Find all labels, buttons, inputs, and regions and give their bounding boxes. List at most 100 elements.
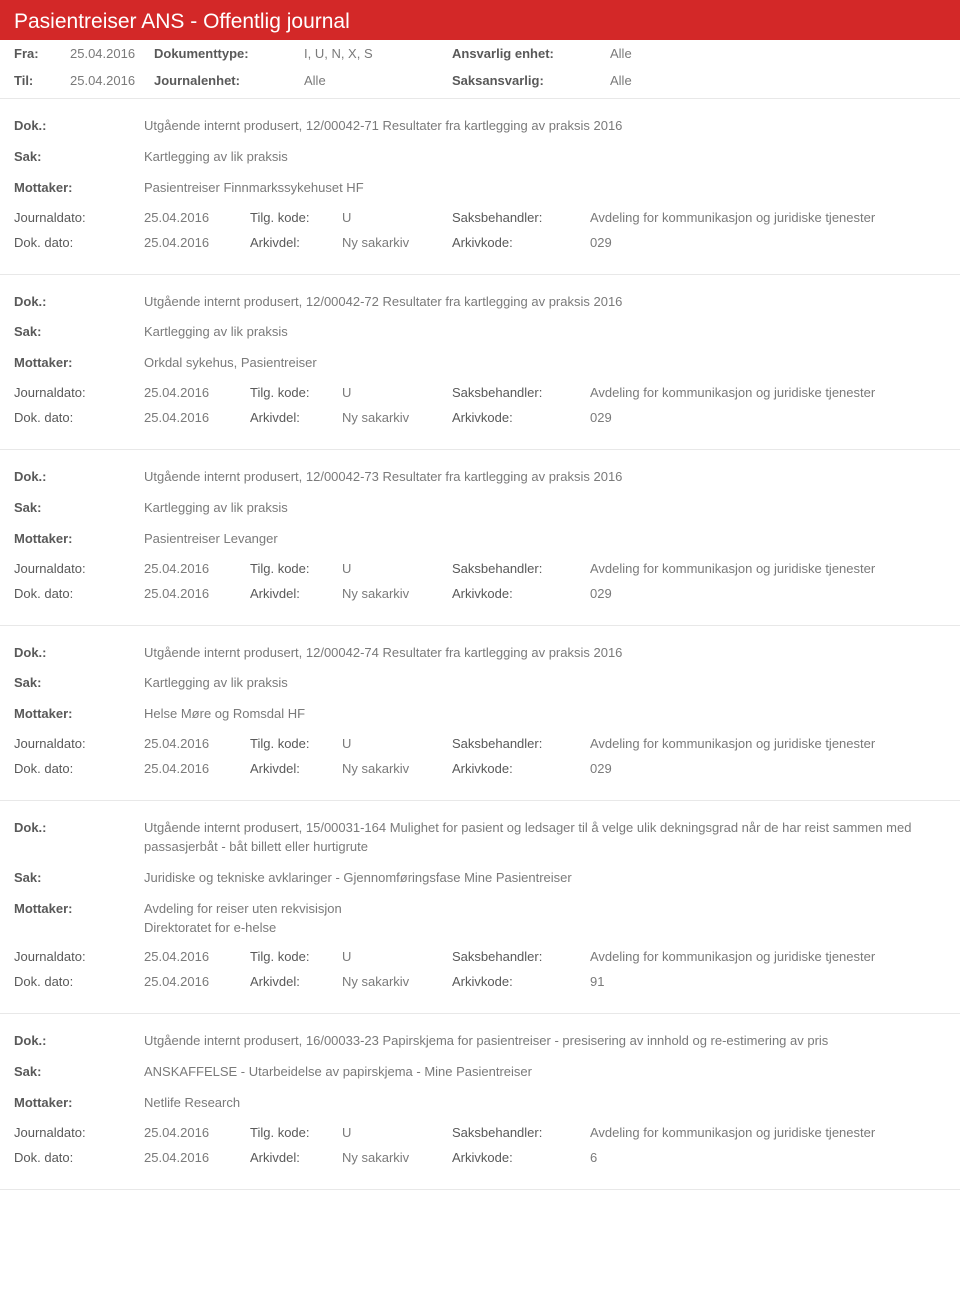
saksansvarlig-label: Saksansvarlig: (452, 73, 610, 88)
meta-row-1: Journaldato: 25.04.2016 Tilg. kode: U Sa… (14, 1125, 946, 1140)
arkivdel-value: Ny sakarkiv (342, 974, 452, 989)
arkivdel-label: Arkivdel: (250, 1150, 342, 1165)
doktype-label: Dokumenttype: (154, 46, 304, 61)
mottaker-row: Mottaker: Pasientreiser Levanger (14, 530, 946, 549)
sak-value: Kartlegging av lik praksis (144, 674, 946, 693)
dokdato-label: Dok. dato: (14, 1150, 144, 1165)
ansvarlig-value: Alle (610, 46, 632, 61)
arkivkode-value: 029 (590, 235, 946, 250)
meta-row-2: Dok. dato: 25.04.2016 Arkivdel: Ny sakar… (14, 586, 946, 601)
meta-row-2: Dok. dato: 25.04.2016 Arkivdel: Ny sakar… (14, 1150, 946, 1165)
tilgkode-label: Tilg. kode: (250, 736, 342, 751)
mottaker-line: Helse Møre og Romsdal HF (144, 705, 946, 724)
dokdato-value: 25.04.2016 (144, 974, 250, 989)
journal-entry: Dok.: Utgående internt produsert, 15/000… (0, 801, 960, 1014)
arkivkode-value: 91 (590, 974, 946, 989)
mottaker-value: Avdeling for reiser uten rekvisisjonDire… (144, 900, 946, 938)
arkivdel-label: Arkivdel: (250, 761, 342, 776)
dok-label: Dok.: (14, 117, 144, 136)
journaldato-value: 25.04.2016 (144, 385, 250, 400)
sak-value: Kartlegging av lik praksis (144, 148, 946, 167)
dok-row: Dok.: Utgående internt produsert, 12/000… (14, 117, 946, 136)
arkivkode-label: Arkivkode: (452, 1150, 590, 1165)
sak-label: Sak: (14, 323, 144, 342)
journaldato-value: 25.04.2016 (144, 1125, 250, 1140)
saksbehandler-label: Saksbehandler: (452, 561, 590, 576)
page-title: Pasientreiser ANS - Offentlig journal (0, 0, 960, 40)
mottaker-line: Direktoratet for e-helse (144, 919, 946, 938)
mottaker-row: Mottaker: Orkdal sykehus, Pasientreiser (14, 354, 946, 373)
sak-label: Sak: (14, 869, 144, 888)
journaldato-label: Journaldato: (14, 1125, 144, 1140)
arkivdel-label: Arkivdel: (250, 235, 342, 250)
sak-row: Sak: Kartlegging av lik praksis (14, 323, 946, 342)
saksbehandler-label: Saksbehandler: (452, 385, 590, 400)
arkivkode-label: Arkivkode: (452, 410, 590, 425)
dok-row: Dok.: Utgående internt produsert, 12/000… (14, 468, 946, 487)
journaldato-label: Journaldato: (14, 736, 144, 751)
mottaker-row: Mottaker: Avdeling for reiser uten rekvi… (14, 900, 946, 938)
journaldato-label: Journaldato: (14, 210, 144, 225)
sak-row: Sak: Kartlegging av lik praksis (14, 148, 946, 167)
sak-row: Sak: Kartlegging av lik praksis (14, 499, 946, 518)
saksansvarlig-value: Alle (610, 73, 632, 88)
sak-value: Kartlegging av lik praksis (144, 323, 946, 342)
dok-value: Utgående internt produsert, 16/00033-23 … (144, 1032, 946, 1051)
arkivkode-value: 029 (590, 761, 946, 776)
dok-value: Utgående internt produsert, 12/00042-72 … (144, 293, 946, 312)
journaldato-label: Journaldato: (14, 949, 144, 964)
meta-row-1: Journaldato: 25.04.2016 Tilg. kode: U Sa… (14, 210, 946, 225)
mottaker-row: Mottaker: Pasientreiser Finnmarkssykehus… (14, 179, 946, 198)
arkivkode-label: Arkivkode: (452, 235, 590, 250)
til-label: Til: (14, 73, 70, 88)
dokdato-label: Dok. dato: (14, 235, 144, 250)
mottaker-line: Pasientreiser Levanger (144, 530, 946, 549)
sak-value: ANSKAFFELSE - Utarbeidelse av papirskjem… (144, 1063, 946, 1082)
meta-row-1: Journaldato: 25.04.2016 Tilg. kode: U Sa… (14, 561, 946, 576)
ansvarlig-label: Ansvarlig enhet: (452, 46, 610, 61)
arkivdel-value: Ny sakarkiv (342, 1150, 452, 1165)
saksbehandler-label: Saksbehandler: (452, 949, 590, 964)
meta-row-2: Dok. dato: 25.04.2016 Arkivdel: Ny sakar… (14, 410, 946, 425)
dok-label: Dok.: (14, 819, 144, 857)
mottaker-line: Orkdal sykehus, Pasientreiser (144, 354, 946, 373)
tilgkode-label: Tilg. kode: (250, 385, 342, 400)
meta-row-1: Journaldato: 25.04.2016 Tilg. kode: U Sa… (14, 385, 946, 400)
tilgkode-value: U (342, 210, 452, 225)
tilgkode-label: Tilg. kode: (250, 561, 342, 576)
filter-block: Fra: 25.04.2016 Dokumenttype: I, U, N, X… (0, 40, 960, 99)
mottaker-value: Pasientreiser Finnmarkssykehuset HF (144, 179, 946, 198)
journaldato-value: 25.04.2016 (144, 949, 250, 964)
tilgkode-value: U (342, 1125, 452, 1140)
saksbehandler-value: Avdeling for kommunikasjon og juridiske … (590, 949, 946, 964)
dok-row: Dok.: Utgående internt produsert, 12/000… (14, 293, 946, 312)
filter-row-1: Fra: 25.04.2016 Dokumenttype: I, U, N, X… (0, 40, 960, 67)
dok-value: Utgående internt produsert, 12/00042-73 … (144, 468, 946, 487)
mottaker-label: Mottaker: (14, 354, 144, 373)
arkivdel-label: Arkivdel: (250, 586, 342, 601)
fra-label: Fra: (14, 46, 70, 61)
dokdato-label: Dok. dato: (14, 761, 144, 776)
arkivkode-label: Arkivkode: (452, 974, 590, 989)
dok-label: Dok.: (14, 468, 144, 487)
mottaker-row: Mottaker: Netlife Research (14, 1094, 946, 1113)
journal-entry: Dok.: Utgående internt produsert, 12/000… (0, 99, 960, 275)
tilgkode-label: Tilg. kode: (250, 949, 342, 964)
meta-row-1: Journaldato: 25.04.2016 Tilg. kode: U Sa… (14, 949, 946, 964)
dok-row: Dok.: Utgående internt produsert, 15/000… (14, 819, 946, 857)
journal-entry: Dok.: Utgående internt produsert, 12/000… (0, 626, 960, 802)
journal-entry: Dok.: Utgående internt produsert, 12/000… (0, 275, 960, 451)
journaldato-label: Journaldato: (14, 561, 144, 576)
arkivdel-value: Ny sakarkiv (342, 586, 452, 601)
dok-value: Utgående internt produsert, 12/00042-74 … (144, 644, 946, 663)
mottaker-line: Avdeling for reiser uten rekvisisjon (144, 900, 946, 919)
arkivkode-value: 6 (590, 1150, 946, 1165)
journaldato-value: 25.04.2016 (144, 210, 250, 225)
dok-label: Dok.: (14, 293, 144, 312)
mottaker-value: Pasientreiser Levanger (144, 530, 946, 549)
sak-label: Sak: (14, 148, 144, 167)
mottaker-label: Mottaker: (14, 705, 144, 724)
dokdato-value: 25.04.2016 (144, 761, 250, 776)
sak-value: Juridiske og tekniske avklaringer - Gjen… (144, 869, 946, 888)
mottaker-line: Netlife Research (144, 1094, 946, 1113)
